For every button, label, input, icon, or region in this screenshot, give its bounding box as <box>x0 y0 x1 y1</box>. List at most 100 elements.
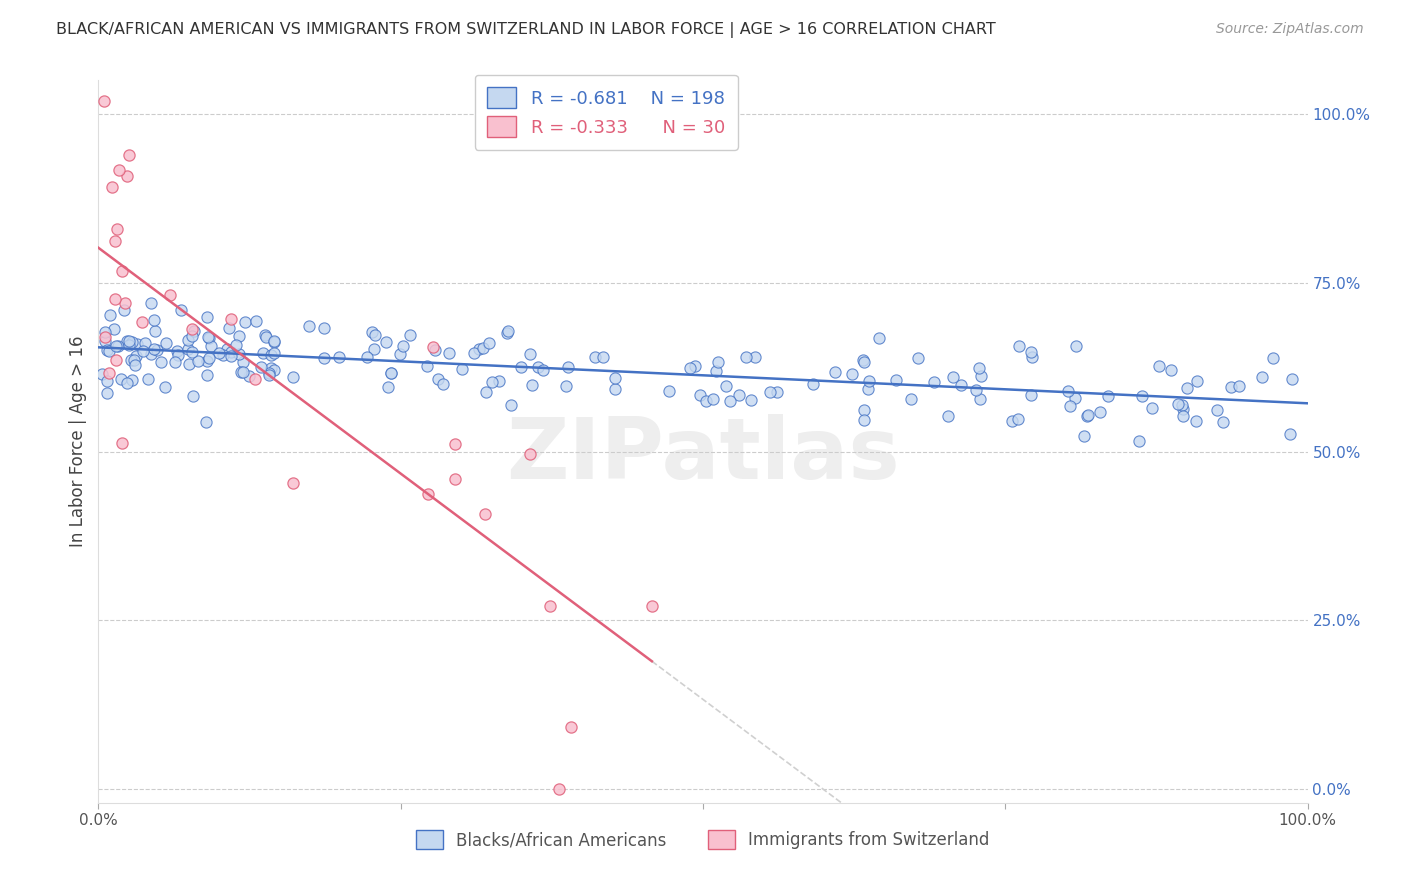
Point <box>105 222 128 236</box>
Point <box>211 348 233 362</box>
Point <box>114 296 136 310</box>
Point <box>965 383 987 397</box>
Point <box>200 339 222 353</box>
Point <box>689 388 711 402</box>
Point <box>557 359 579 374</box>
Point <box>1128 434 1150 448</box>
Point <box>107 339 129 353</box>
Point <box>1227 379 1250 393</box>
Point <box>115 334 138 349</box>
Point <box>166 344 188 359</box>
Point <box>1057 384 1080 399</box>
Point <box>104 235 127 249</box>
Point <box>361 326 384 340</box>
Point <box>93 94 115 108</box>
Point <box>263 334 285 349</box>
Point <box>499 398 522 412</box>
Point <box>111 263 134 277</box>
Point <box>900 392 922 406</box>
Point <box>118 334 141 348</box>
Point <box>141 296 163 310</box>
Point <box>263 334 285 348</box>
Point <box>124 358 146 372</box>
Point <box>416 487 439 501</box>
Point <box>167 348 190 362</box>
Point <box>263 363 285 377</box>
Point <box>432 377 454 392</box>
Point <box>363 343 385 357</box>
Point <box>121 373 143 387</box>
Point <box>1076 408 1098 422</box>
Point <box>702 392 724 406</box>
Point <box>427 371 450 385</box>
Point <box>134 335 156 350</box>
Point <box>281 476 304 491</box>
Point <box>938 409 960 423</box>
Point <box>118 147 141 161</box>
Point <box>509 359 531 374</box>
Point <box>195 310 218 324</box>
Point <box>194 415 217 429</box>
Point <box>198 351 221 365</box>
Point <box>170 303 193 318</box>
Point <box>136 372 159 386</box>
Point <box>560 720 582 734</box>
Point <box>467 342 489 356</box>
Point <box>112 303 135 318</box>
Point <box>104 352 127 367</box>
Point <box>1140 401 1163 416</box>
Point <box>392 339 415 353</box>
Point <box>96 386 118 401</box>
Text: Source: ZipAtlas.com: Source: ZipAtlas.com <box>1216 22 1364 37</box>
Point <box>97 366 120 380</box>
Point <box>463 346 485 360</box>
Point <box>1173 402 1195 417</box>
Point <box>415 359 437 373</box>
Point <box>758 384 780 399</box>
Point <box>180 329 202 343</box>
Point <box>181 388 204 402</box>
Point <box>704 364 727 378</box>
Point <box>221 349 243 363</box>
Point <box>380 366 402 380</box>
Point <box>104 292 127 306</box>
Point <box>312 351 335 365</box>
Point <box>1205 403 1227 417</box>
Point <box>118 337 141 351</box>
Point <box>824 365 846 379</box>
Point <box>91 367 114 381</box>
Point <box>197 354 219 368</box>
Point <box>451 362 474 376</box>
Point <box>183 324 205 338</box>
Point <box>1097 389 1119 403</box>
Point <box>1076 409 1098 423</box>
Point <box>141 347 163 361</box>
Point <box>233 315 256 329</box>
Point <box>374 335 396 350</box>
Point <box>519 447 541 461</box>
Point <box>229 365 252 379</box>
Text: BLACK/AFRICAN AMERICAN VS IMMIGRANTS FROM SWITZERLAND IN LABOR FORCE | AGE > 16 : BLACK/AFRICAN AMERICAN VS IMMIGRANTS FRO… <box>56 22 995 38</box>
Point <box>685 359 707 374</box>
Point <box>1007 412 1029 426</box>
Point <box>641 599 664 614</box>
Point <box>94 334 117 349</box>
Point <box>108 163 131 178</box>
Point <box>720 394 742 409</box>
Point <box>1019 344 1042 359</box>
Point <box>538 599 561 613</box>
Point <box>98 308 121 322</box>
Point <box>852 352 875 367</box>
Point <box>153 380 176 394</box>
Point <box>942 369 965 384</box>
Point <box>219 344 242 359</box>
Point <box>259 361 281 376</box>
Point <box>1090 405 1112 419</box>
Point <box>94 329 117 343</box>
Point <box>117 169 139 183</box>
Legend: Blacks/African Americans, Immigrants from Switzerland: Blacks/African Americans, Immigrants fro… <box>409 823 997 856</box>
Point <box>740 393 762 408</box>
Point <box>735 350 758 364</box>
Point <box>531 363 554 377</box>
Point <box>122 353 145 368</box>
